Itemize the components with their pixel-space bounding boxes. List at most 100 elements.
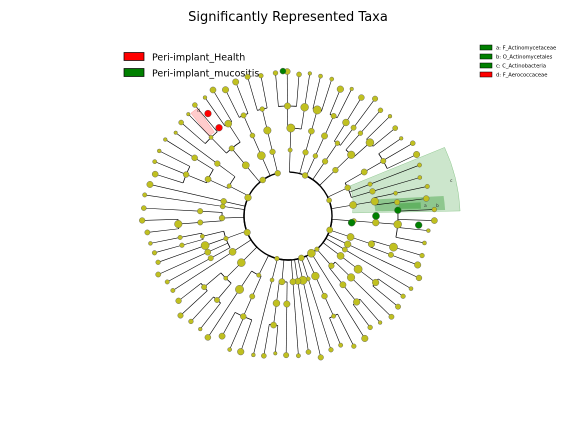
taxon-node <box>219 203 226 210</box>
branch-line <box>175 132 218 164</box>
taxon-node <box>326 197 332 204</box>
taxon-node <box>387 114 393 119</box>
taxon-node <box>349 86 354 91</box>
taxon-node <box>358 94 365 101</box>
taxon-node <box>208 135 214 140</box>
taxon-node <box>177 312 184 319</box>
taxon-node <box>226 183 232 189</box>
taxon-node <box>312 105 322 115</box>
taxon-node <box>419 252 425 259</box>
branch-line <box>374 192 396 199</box>
taxon-node <box>152 159 158 164</box>
branch-line <box>353 304 371 328</box>
taxon-node <box>344 240 352 248</box>
taxon-node <box>351 343 357 349</box>
taxon-node <box>372 219 380 227</box>
taxon-node <box>178 119 184 126</box>
branch-line <box>155 173 184 184</box>
taxon-node <box>278 278 286 286</box>
branch-line <box>167 257 211 283</box>
branch-line <box>324 295 334 317</box>
taxon-node <box>423 195 430 202</box>
taxon-node <box>393 190 398 196</box>
taxon-node <box>283 300 291 308</box>
taxon-node <box>174 220 183 229</box>
taxon-node <box>415 274 423 282</box>
taxon-node <box>380 158 387 164</box>
branch-line <box>325 238 345 250</box>
taxon-node <box>284 102 291 110</box>
branch-line <box>321 78 333 112</box>
branch-line <box>142 219 179 221</box>
legend: Peri-implant_Health Peri-implant_mucosit… <box>123 52 259 80</box>
taxon-node <box>318 73 323 79</box>
branch-line <box>180 290 208 316</box>
taxon-node <box>240 112 247 119</box>
branch-line <box>258 255 269 276</box>
taxon-node <box>227 347 232 352</box>
branch-line <box>229 185 249 197</box>
taxon-node <box>256 272 262 278</box>
clade-key-label-d: d: F_Aerococcaceae <box>496 73 547 79</box>
branch-line <box>181 239 204 246</box>
taxon-node <box>328 262 335 269</box>
taxon-node <box>146 181 154 188</box>
taxon-node <box>144 229 151 236</box>
clade-arc <box>251 270 262 277</box>
taxon-node <box>204 334 212 341</box>
branch-line <box>276 281 280 304</box>
taxon-node <box>342 246 348 253</box>
taxon-node <box>204 248 212 256</box>
branch-line <box>260 75 268 109</box>
taxon-node <box>220 198 227 205</box>
branch-line <box>222 206 245 210</box>
taxon-node <box>296 71 302 78</box>
taxon-node <box>237 348 245 356</box>
taxon-node <box>328 347 334 353</box>
branch-line <box>225 89 240 118</box>
taxon-node <box>283 352 290 359</box>
branch-line <box>319 169 336 186</box>
branch-line <box>217 163 236 177</box>
taxon-node <box>198 327 203 332</box>
clade-label-d: d <box>197 108 200 114</box>
branch-line <box>150 237 181 244</box>
taxon-node <box>353 264 363 274</box>
clade-node-d-child <box>215 124 223 132</box>
clade-node-a-leaf <box>415 221 423 229</box>
taxon-node <box>305 349 312 355</box>
taxon-node <box>347 150 356 159</box>
taxon-node <box>177 235 183 240</box>
taxon-node <box>274 256 280 262</box>
branch-line <box>324 143 338 162</box>
branch-line <box>294 259 299 282</box>
branch-line <box>292 281 299 356</box>
branch-line <box>360 110 381 134</box>
taxon-node <box>272 70 279 76</box>
branch-line <box>275 325 279 354</box>
branch-line <box>351 191 373 198</box>
branch-line <box>305 131 312 153</box>
taxon-node <box>393 220 402 229</box>
taxon-node <box>307 71 312 76</box>
branch-line <box>207 289 240 338</box>
branch-line <box>316 248 332 266</box>
taxon-node <box>314 246 320 252</box>
branch-line <box>345 171 365 184</box>
taxon-node <box>367 181 373 187</box>
branch-line <box>202 230 224 237</box>
taxon-node <box>308 127 315 135</box>
taxon-node <box>269 277 275 283</box>
branch-line <box>285 303 288 356</box>
branch-line <box>345 97 362 123</box>
branch-line <box>327 234 348 245</box>
branch-line <box>154 244 183 254</box>
branch-line <box>387 154 417 169</box>
branch-line <box>222 217 245 219</box>
taxon-node <box>249 293 256 300</box>
branch-line <box>235 81 249 114</box>
taxon-node <box>251 352 256 358</box>
branch-line <box>204 97 226 127</box>
taxon-node <box>228 145 235 152</box>
